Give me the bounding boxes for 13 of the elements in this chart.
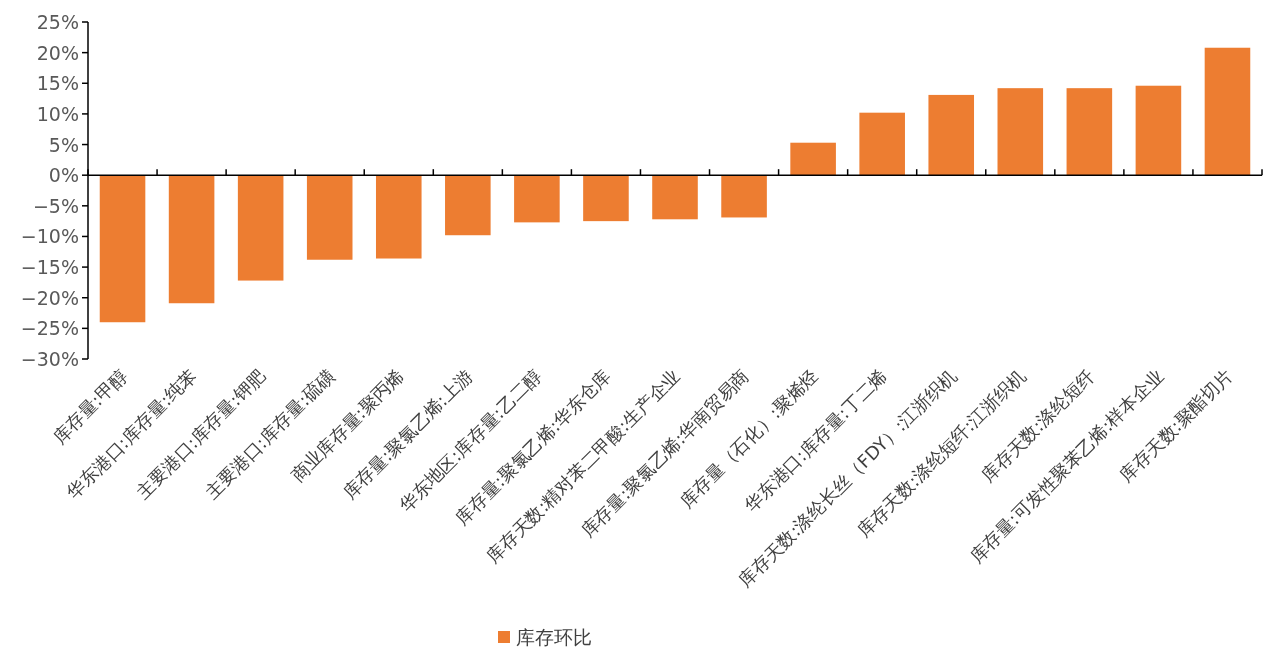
y-tick-label: −30% <box>20 348 79 370</box>
y-tick-label: 5% <box>48 133 79 156</box>
y-tick-label: −20% <box>20 286 79 309</box>
y-tick-label: −15% <box>20 256 79 279</box>
y-tick-label: 0% <box>48 164 79 187</box>
y-tick-label: 25% <box>36 11 79 33</box>
y-tick-label: 10% <box>36 102 79 125</box>
y-tick-label: −5% <box>32 194 79 217</box>
y-tick-label: −10% <box>20 225 79 248</box>
y-tick-label: −25% <box>20 317 79 340</box>
legend-label: 库存环比 <box>516 626 592 648</box>
y-tick-label: 20% <box>36 41 79 64</box>
y-tick-label: 15% <box>36 72 79 95</box>
